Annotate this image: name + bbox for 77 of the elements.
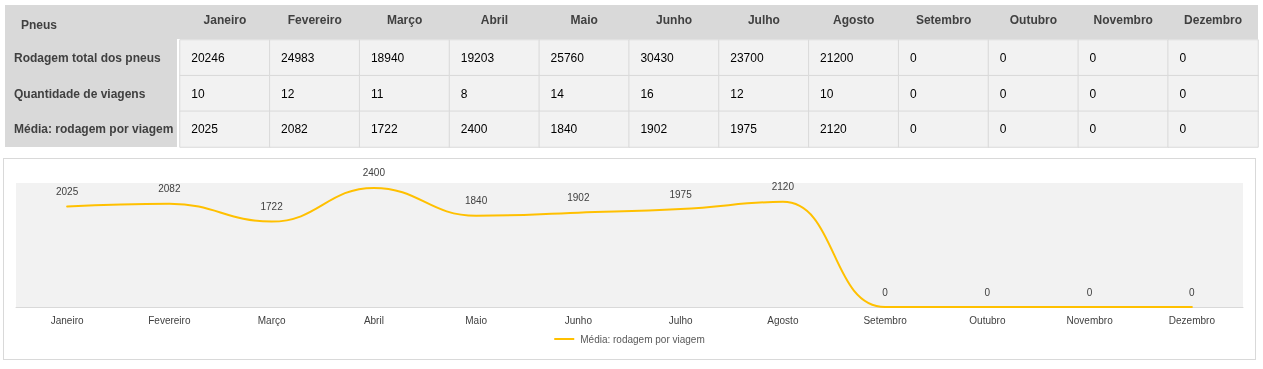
x-tick-label: Julho bbox=[747, 13, 780, 27]
data-label: 0 bbox=[1179, 86, 1187, 101]
data-label: 0 bbox=[999, 50, 1007, 65]
x-tick-label: Março bbox=[386, 13, 423, 27]
data-label: 21200 bbox=[820, 50, 854, 65]
data-label: 2025 bbox=[191, 122, 219, 137]
data-label: 2025 bbox=[56, 186, 79, 198]
data-label: 2400 bbox=[460, 122, 488, 137]
x-tick-label: Setembro bbox=[863, 314, 908, 326]
data-label: 0 bbox=[1179, 122, 1187, 137]
data-label: 0 bbox=[1089, 122, 1097, 137]
x-tick-label: Agosto bbox=[833, 13, 875, 27]
x-tick-label: Fevereiro bbox=[148, 314, 191, 326]
data-label: 1975 bbox=[669, 188, 693, 200]
data-label: 10 bbox=[820, 86, 834, 101]
data-label: 1840 bbox=[465, 195, 488, 207]
data-label: 0 bbox=[999, 86, 1007, 101]
data-label: 0 bbox=[882, 286, 889, 298]
data-label: 0 bbox=[1189, 286, 1196, 298]
data-label: 2082 bbox=[158, 183, 181, 195]
data-label: 19203 bbox=[460, 50, 495, 65]
y-tick-label: Rodagem total dos pneus bbox=[14, 50, 161, 65]
y-tick-label: Quantidade de viagens bbox=[14, 86, 146, 101]
data-label: 1722 bbox=[370, 122, 398, 137]
data-label: 1840 bbox=[550, 122, 578, 137]
data-label: 1975 bbox=[730, 122, 758, 137]
data-label: 2400 bbox=[362, 167, 386, 179]
data-label: 24983 bbox=[281, 50, 315, 65]
data-label: 0 bbox=[999, 122, 1007, 137]
data-label: 2120 bbox=[771, 181, 795, 193]
data-label: 0 bbox=[1089, 86, 1097, 101]
y-axis-title: Pneus bbox=[21, 18, 58, 32]
data-label: 0 bbox=[1086, 286, 1093, 298]
data-label: 0 bbox=[1179, 50, 1187, 65]
x-tick-label: Agosto bbox=[767, 314, 799, 326]
data-label: 14 bbox=[550, 86, 565, 101]
x-tick-label: Outubro bbox=[969, 314, 1006, 326]
x-tick-label: Junho bbox=[656, 13, 693, 27]
data-label: 20246 bbox=[191, 50, 225, 65]
x-tick-label: Março bbox=[257, 314, 286, 326]
x-tick-label: Dezembro bbox=[1184, 13, 1243, 27]
x-tick-label: Maio bbox=[465, 314, 488, 326]
data-label: 2082 bbox=[281, 122, 309, 137]
data-label: 1902 bbox=[567, 192, 590, 204]
x-tick-label: Junho bbox=[564, 314, 593, 326]
data-label: 0 bbox=[909, 50, 917, 65]
data-label: 2120 bbox=[820, 122, 848, 137]
data-label: 0 bbox=[909, 86, 917, 101]
data-label: 30430 bbox=[640, 50, 675, 65]
x-tick-label: Setembro bbox=[915, 13, 972, 27]
legend-label: Média: rodagem por viagem bbox=[580, 333, 705, 345]
x-tick-label: Abril bbox=[363, 314, 384, 326]
data-label: 23700 bbox=[730, 50, 764, 65]
data-label: 1722 bbox=[260, 201, 284, 213]
x-tick-label: Novembro bbox=[1066, 314, 1114, 326]
data-label: 12 bbox=[730, 86, 744, 101]
data-label: 0 bbox=[1089, 50, 1097, 65]
x-tick-label: Janeiro bbox=[50, 314, 84, 326]
x-tick-label: Abril bbox=[480, 13, 509, 27]
data-label: 11 bbox=[370, 86, 384, 101]
data-label: 0 bbox=[909, 122, 917, 137]
x-tick-label: Julho bbox=[668, 314, 694, 326]
data-label: 0 bbox=[984, 286, 991, 298]
data-label: 12 bbox=[281, 86, 295, 101]
x-tick-label: Fevereiro bbox=[287, 13, 342, 27]
x-tick-label: Outubro bbox=[1009, 13, 1058, 27]
x-tick-label: Maio bbox=[570, 13, 598, 27]
data-label: 16 bbox=[640, 86, 655, 101]
x-tick-label: Novembro bbox=[1093, 13, 1153, 27]
y-tick-label: Média: rodagem por viagem bbox=[14, 122, 174, 137]
data-label: 10 bbox=[191, 86, 205, 101]
x-tick-label: Dezembro bbox=[1168, 314, 1216, 326]
data-label: 8 bbox=[460, 86, 468, 101]
data-label: 1902 bbox=[640, 122, 668, 137]
data-label: 18940 bbox=[370, 50, 405, 65]
data-label: 25760 bbox=[550, 50, 585, 65]
x-tick-label: Janeiro bbox=[203, 13, 247, 27]
